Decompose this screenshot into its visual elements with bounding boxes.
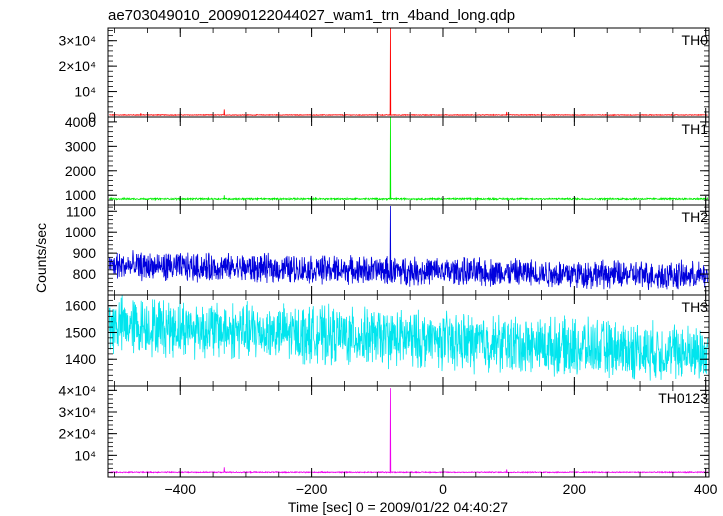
y-tick-label: 800 bbox=[73, 266, 97, 282]
series-th2 bbox=[108, 206, 709, 290]
y-tick-label: 1000 bbox=[65, 187, 96, 203]
x-tick-label: −400 bbox=[164, 481, 196, 497]
panel-label-th1: TH1 bbox=[682, 121, 709, 137]
panel-frame bbox=[107, 116, 710, 206]
y-tick-label: 3000 bbox=[65, 138, 96, 154]
panel-label-th2: TH2 bbox=[682, 209, 709, 225]
series-th1 bbox=[109, 116, 709, 202]
y-tick-label: 2000 bbox=[65, 163, 96, 179]
panel-label-th0123: TH0123 bbox=[658, 390, 708, 406]
y-tick-label: 1100 bbox=[66, 203, 96, 219]
y-tick-label: 10⁴ bbox=[74, 84, 96, 100]
x-tick-label: 400 bbox=[694, 481, 718, 497]
panel-label-th3: TH3 bbox=[682, 299, 709, 315]
panel-frame bbox=[107, 385, 710, 478]
series-th0 bbox=[109, 27, 708, 117]
y-tick-label: 1600 bbox=[65, 298, 96, 314]
y-tick-label: 1000 bbox=[65, 224, 96, 240]
x-tick-label: 200 bbox=[563, 481, 587, 497]
y-tick-label: 2×10⁴ bbox=[58, 426, 96, 442]
y-tick-label: 0 bbox=[88, 109, 96, 125]
y-tick-label: 3×10⁴ bbox=[58, 33, 96, 49]
panel-label-th0: TH0 bbox=[682, 32, 709, 48]
y-tick-label: 2×10⁴ bbox=[58, 58, 96, 74]
y-tick-label: 4000 bbox=[65, 114, 96, 130]
y-tick-label: 4×10⁴ bbox=[58, 382, 96, 398]
panel-th3: 1400 1500 1600 TH3 bbox=[65, 294, 710, 387]
x-axis-label: Time [sec] 0 = 2009/01/22 04:40:27 bbox=[288, 499, 508, 515]
chart-title: ae703049010_20090122044027_wam1_trn_4ban… bbox=[108, 7, 515, 24]
panel-th0: 0 10⁴ 2×10⁴ 3×10⁴ TH0 bbox=[58, 27, 710, 125]
x-tick-label: 0 bbox=[439, 481, 447, 497]
panel-th2: 800 900 1000 1100 TH2 bbox=[65, 203, 710, 296]
y-axis-label: Counts/sec bbox=[33, 223, 49, 293]
y-tick-label: 900 bbox=[73, 245, 97, 261]
y-tick-label: 1500 bbox=[65, 324, 96, 340]
series-th3 bbox=[108, 295, 709, 381]
x-tick-label: −200 bbox=[296, 481, 328, 497]
y-tick-label: 10⁴ bbox=[74, 447, 96, 463]
panel-th1: 1000 2000 3000 4000 TH1 bbox=[65, 114, 710, 206]
panel-th0123: 10⁴ 2×10⁴ 3×10⁴ 4×10⁴ TH0123 bbox=[58, 382, 710, 478]
panel-frame bbox=[107, 27, 710, 118]
y-tick-label: 1400 bbox=[65, 351, 96, 367]
y-tick-label: 3×10⁴ bbox=[58, 404, 96, 420]
series-th0123 bbox=[109, 388, 709, 474]
